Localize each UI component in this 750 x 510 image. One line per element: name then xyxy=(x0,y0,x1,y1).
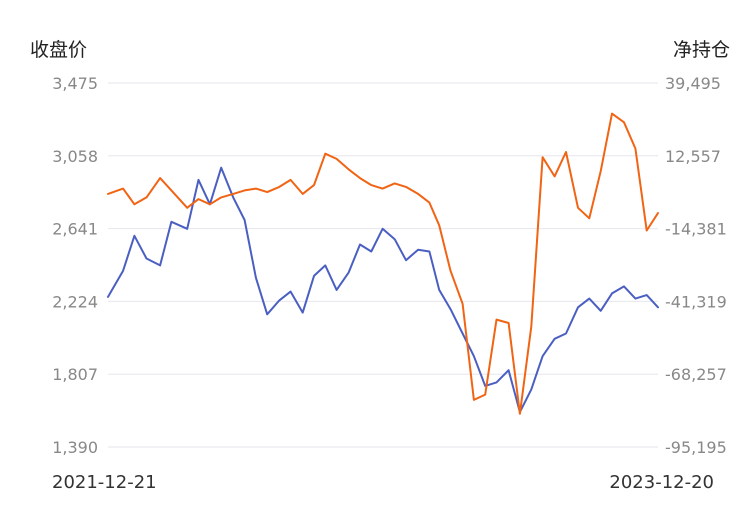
x-axis-start-label: 2021-12-21 xyxy=(52,472,157,493)
left-y-axis: 3,475 3,058 2,641 2,224 1,807 1,390 xyxy=(52,74,98,457)
left-y-tick-label: 1,807 xyxy=(52,365,98,384)
left-axis-title: 收盘价 xyxy=(30,39,87,61)
right-y-axis: 39,495 12,557 -14,381 -41,319 -68,257 -95,195 xyxy=(665,74,727,457)
series-line-close xyxy=(107,166,659,414)
left-y-tick-label: 2,641 xyxy=(52,220,98,239)
right-y-tick-label: -41,319 xyxy=(665,292,727,311)
right-y-tick-label: -14,381 xyxy=(665,220,727,239)
left-y-tick-label: 2,224 xyxy=(52,292,98,311)
gridlines xyxy=(108,82,658,448)
left-y-tick-label: 3,058 xyxy=(52,147,98,166)
series-layer xyxy=(107,112,659,415)
right-y-tick-label: -68,257 xyxy=(665,365,727,384)
left-y-tick-label: 3,475 xyxy=(52,74,98,93)
right-y-tick-label: 12,557 xyxy=(665,147,721,166)
left-y-tick-label: 1,390 xyxy=(52,438,98,457)
right-axis-title: 净持仓 xyxy=(673,39,730,61)
right-y-tick-label: 39,495 xyxy=(665,74,721,93)
x-axis-end-label: 2023-12-20 xyxy=(609,472,714,493)
right-y-tick-label: -95,195 xyxy=(665,438,727,457)
series-line-net xyxy=(107,112,659,415)
